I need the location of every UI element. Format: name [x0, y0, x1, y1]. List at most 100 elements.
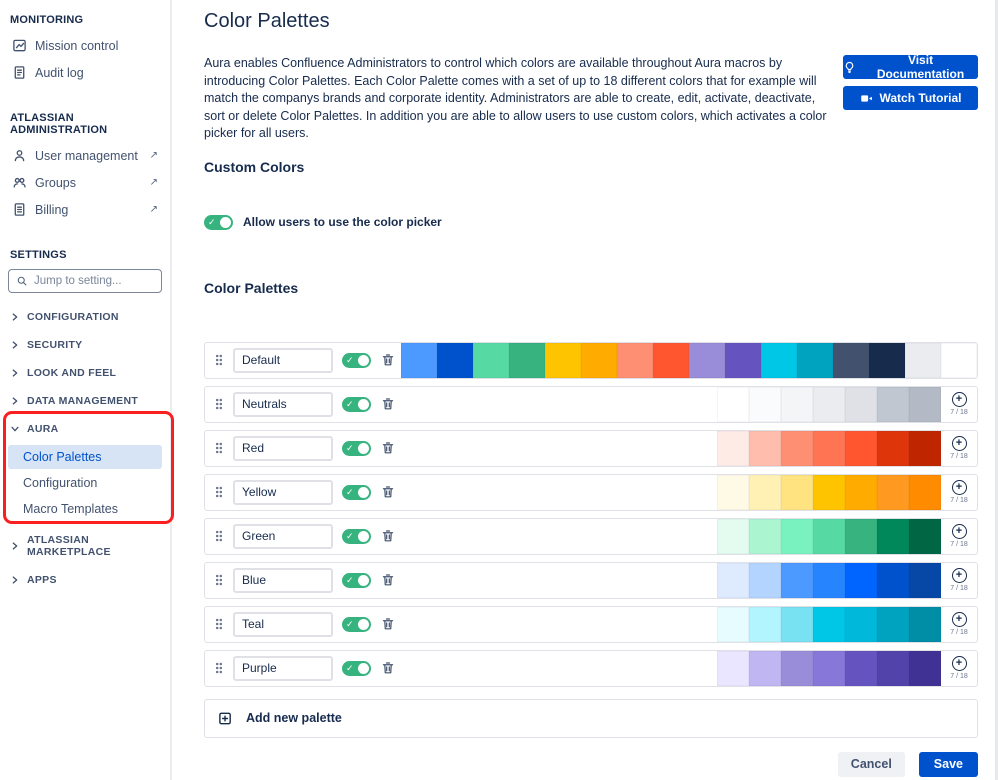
color-swatch[interactable] — [581, 343, 617, 378]
add-color-button[interactable]: + — [952, 656, 967, 671]
sidebar-group-aura[interactable]: AURA — [8, 415, 162, 443]
color-swatch[interactable] — [877, 475, 909, 510]
palette-name-input[interactable] — [233, 480, 333, 505]
color-swatch[interactable] — [749, 563, 781, 598]
color-swatch[interactable] — [813, 387, 845, 422]
color-swatch[interactable] — [909, 387, 941, 422]
palette-toggle[interactable]: ✓ — [342, 441, 371, 456]
add-color-button[interactable]: + — [952, 568, 967, 583]
color-swatch[interactable] — [781, 431, 813, 466]
add-color-button[interactable]: + — [952, 524, 967, 539]
color-swatch[interactable] — [845, 563, 877, 598]
palette-name-input[interactable] — [233, 612, 333, 637]
color-swatch[interactable] — [749, 387, 781, 422]
sidebar-item-user-management[interactable]: User management ↗ — [8, 142, 162, 169]
sidebar-group-atlassian-marketplace[interactable]: ATLASSIAN MARKETPLACE — [8, 526, 162, 566]
color-swatch[interactable] — [749, 431, 781, 466]
color-swatch[interactable] — [813, 519, 845, 554]
visit-documentation-button[interactable]: Visit Documentation — [843, 55, 978, 79]
color-swatch[interactable] — [845, 431, 877, 466]
color-swatch[interactable] — [717, 607, 749, 642]
delete-palette-button[interactable] — [380, 617, 395, 631]
cancel-button[interactable]: Cancel — [838, 752, 905, 777]
color-swatch[interactable] — [717, 651, 749, 686]
color-swatch[interactable] — [717, 519, 749, 554]
color-swatch[interactable] — [617, 343, 653, 378]
palette-toggle[interactable]: ✓ — [342, 617, 371, 632]
color-swatch[interactable] — [717, 431, 749, 466]
drag-handle-icon[interactable] — [214, 528, 224, 544]
add-color-button[interactable]: + — [952, 480, 967, 495]
color-swatch[interactable] — [717, 563, 749, 598]
add-color-button[interactable]: + — [952, 612, 967, 627]
color-swatch[interactable] — [725, 343, 761, 378]
color-swatch[interactable] — [877, 563, 909, 598]
color-swatch[interactable] — [781, 387, 813, 422]
color-swatch[interactable] — [797, 343, 833, 378]
color-swatch[interactable] — [877, 607, 909, 642]
color-swatch[interactable] — [509, 343, 545, 378]
color-swatch[interactable] — [909, 431, 941, 466]
color-swatch[interactable] — [717, 387, 749, 422]
color-swatch[interactable] — [781, 563, 813, 598]
delete-palette-button[interactable] — [380, 661, 395, 675]
color-swatch[interactable] — [813, 651, 845, 686]
color-swatch[interactable] — [877, 519, 909, 554]
color-swatch[interactable] — [909, 475, 941, 510]
color-picker-toggle[interactable]: ✓ — [204, 215, 233, 230]
palette-toggle[interactable]: ✓ — [342, 353, 371, 368]
sidebar-group-security[interactable]: SECURITY — [8, 331, 162, 359]
color-swatch[interactable] — [869, 343, 905, 378]
save-button[interactable]: Save — [919, 752, 978, 777]
color-swatch[interactable] — [845, 475, 877, 510]
palette-toggle[interactable]: ✓ — [342, 529, 371, 544]
add-color-button[interactable]: + — [952, 436, 967, 451]
color-swatch[interactable] — [909, 519, 941, 554]
color-swatch[interactable] — [941, 343, 977, 378]
drag-handle-icon[interactable] — [214, 660, 224, 676]
color-swatch[interactable] — [905, 343, 941, 378]
sidebar-group-apps[interactable]: APPS — [8, 566, 162, 594]
add-new-palette-button[interactable]: Add new palette — [204, 699, 978, 738]
sidebar-item-color-palettes[interactable]: Color Palettes — [8, 445, 162, 469]
color-swatch[interactable] — [689, 343, 725, 378]
palette-name-input[interactable] — [233, 524, 333, 549]
color-swatch[interactable] — [909, 651, 941, 686]
drag-handle-icon[interactable] — [214, 616, 224, 632]
sidebar-item-groups[interactable]: Groups ↗ — [8, 169, 162, 196]
delete-palette-button[interactable] — [380, 353, 395, 367]
color-swatch[interactable] — [813, 607, 845, 642]
color-swatch[interactable] — [437, 343, 473, 378]
color-swatch[interactable] — [781, 519, 813, 554]
add-color-button[interactable]: + — [952, 392, 967, 407]
color-swatch[interactable] — [813, 563, 845, 598]
color-swatch[interactable] — [909, 563, 941, 598]
sidebar-group-look-and-feel[interactable]: LOOK AND FEEL — [8, 359, 162, 387]
color-swatch[interactable] — [813, 431, 845, 466]
color-swatch[interactable] — [781, 607, 813, 642]
color-swatch[interactable] — [781, 651, 813, 686]
color-swatch[interactable] — [845, 387, 877, 422]
drag-handle-icon[interactable] — [214, 352, 224, 368]
color-swatch[interactable] — [877, 651, 909, 686]
color-swatch[interactable] — [473, 343, 509, 378]
palette-toggle[interactable]: ✓ — [342, 485, 371, 500]
drag-handle-icon[interactable] — [214, 572, 224, 588]
color-swatch[interactable] — [749, 519, 781, 554]
sidebar-item-audit-log[interactable]: Audit log — [8, 59, 162, 86]
watch-tutorial-button[interactable]: Watch Tutorial — [843, 86, 978, 110]
palette-toggle[interactable]: ✓ — [342, 661, 371, 676]
drag-handle-icon[interactable] — [214, 396, 224, 412]
search-input[interactable] — [34, 275, 154, 287]
color-swatch[interactable] — [833, 343, 869, 378]
color-swatch[interactable] — [717, 475, 749, 510]
color-swatch[interactable] — [813, 475, 845, 510]
sidebar-group-configuration[interactable]: CONFIGURATION — [8, 303, 162, 331]
delete-palette-button[interactable] — [380, 529, 395, 543]
delete-palette-button[interactable] — [380, 441, 395, 455]
drag-handle-icon[interactable] — [214, 440, 224, 456]
color-swatch[interactable] — [749, 651, 781, 686]
palette-name-input[interactable] — [233, 348, 333, 373]
sidebar-item-mission-control[interactable]: Mission control — [8, 32, 162, 59]
delete-palette-button[interactable] — [380, 573, 395, 587]
